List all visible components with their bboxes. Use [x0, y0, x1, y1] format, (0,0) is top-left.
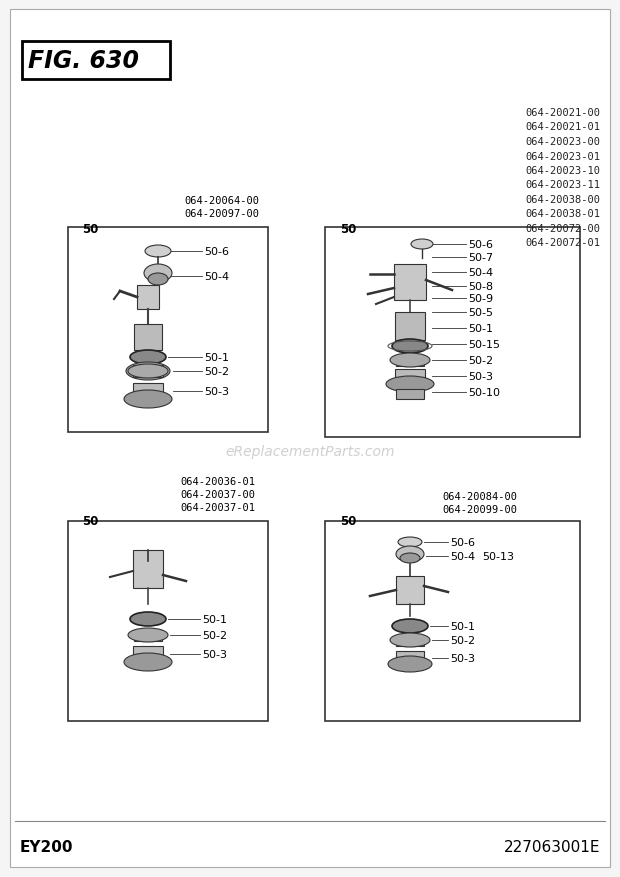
Bar	[325, 522, 580, 721]
Text: 50-1: 50-1	[450, 621, 475, 631]
Ellipse shape	[128, 365, 168, 379]
Ellipse shape	[148, 274, 168, 286]
Bar	[396, 635, 424, 645]
Bar	[325, 228, 580, 438]
Text: 064-20099-00: 064-20099-00	[443, 504, 518, 515]
Bar	[133, 383, 163, 400]
Bar	[137, 286, 159, 310]
Text: 50-8: 50-8	[468, 282, 493, 292]
Text: 064-20097-00: 064-20097-00	[185, 209, 260, 218]
Text: 50-2: 50-2	[450, 635, 475, 645]
Ellipse shape	[128, 628, 168, 642]
Bar	[134, 324, 162, 351]
Text: 064-20021-01: 064-20021-01	[525, 123, 600, 132]
Ellipse shape	[130, 351, 166, 365]
Ellipse shape	[130, 612, 166, 626]
Ellipse shape	[144, 265, 172, 282]
Bar	[395, 369, 425, 383]
Text: 064-20023-01: 064-20023-01	[525, 152, 600, 161]
Ellipse shape	[411, 239, 433, 250]
Text: 50-2: 50-2	[202, 631, 227, 640]
Text: 50: 50	[340, 223, 356, 236]
Text: 50-2: 50-2	[468, 355, 493, 366]
Text: 50-13: 50-13	[482, 552, 514, 561]
Text: 50-7: 50-7	[468, 253, 493, 263]
Text: 064-20021-00: 064-20021-00	[525, 108, 600, 118]
Text: 064-20038-01: 064-20038-01	[525, 210, 600, 219]
Text: 50-15: 50-15	[468, 339, 500, 350]
Text: 064-20072-00: 064-20072-00	[525, 224, 600, 234]
Text: EY200: EY200	[20, 839, 74, 854]
Text: 50: 50	[82, 515, 98, 527]
Bar	[68, 228, 268, 432]
Ellipse shape	[124, 653, 172, 671]
Text: 064-20037-00: 064-20037-00	[180, 489, 255, 499]
Text: 50-1: 50-1	[204, 353, 229, 362]
Ellipse shape	[145, 246, 171, 258]
Text: 50-1: 50-1	[468, 324, 493, 333]
Text: 50-6: 50-6	[204, 246, 229, 257]
Ellipse shape	[386, 376, 434, 393]
Ellipse shape	[392, 339, 428, 353]
Bar	[133, 646, 163, 662]
Ellipse shape	[126, 362, 170, 381]
Text: 064-20023-00: 064-20023-00	[525, 137, 600, 146]
Text: 064-20036-01: 064-20036-01	[180, 476, 255, 487]
Text: 064-20037-01: 064-20037-01	[180, 503, 255, 512]
Ellipse shape	[392, 619, 428, 633]
Text: 50-4: 50-4	[204, 272, 229, 282]
Text: 50-3: 50-3	[468, 372, 493, 381]
Ellipse shape	[390, 633, 430, 647]
Text: 50: 50	[340, 515, 356, 527]
Ellipse shape	[390, 353, 430, 367]
Bar	[22, 42, 170, 80]
Text: 064-20064-00: 064-20064-00	[185, 196, 260, 206]
Bar	[396, 389, 424, 400]
Bar	[394, 265, 426, 301]
Text: 50-6: 50-6	[450, 538, 475, 547]
Bar	[396, 355, 424, 366]
Bar	[133, 366, 163, 378]
Ellipse shape	[388, 656, 432, 673]
Ellipse shape	[124, 390, 172, 409]
Ellipse shape	[400, 553, 420, 563]
Text: 50-3: 50-3	[204, 387, 229, 396]
Text: 50-10: 50-10	[468, 388, 500, 397]
Text: 50: 50	[82, 223, 98, 236]
Text: eReplacementParts.com: eReplacementParts.com	[225, 445, 395, 459]
Text: 50-9: 50-9	[468, 294, 493, 303]
Text: 50-4: 50-4	[468, 267, 493, 278]
Bar	[396, 652, 424, 666]
Bar	[395, 312, 425, 340]
Ellipse shape	[398, 538, 422, 547]
Text: FIG. 630: FIG. 630	[28, 49, 139, 73]
Text: 50-6: 50-6	[468, 239, 493, 250]
Bar	[133, 551, 163, 588]
Text: 064-20072-01: 064-20072-01	[525, 239, 600, 248]
Text: 50-4: 50-4	[450, 552, 475, 561]
Text: 50-1: 50-1	[202, 614, 227, 624]
Text: 50-5: 50-5	[468, 308, 493, 317]
Bar	[134, 630, 162, 641]
Text: 50-3: 50-3	[202, 649, 227, 660]
Ellipse shape	[396, 546, 424, 562]
Bar	[68, 522, 268, 721]
Text: 064-20038-00: 064-20038-00	[525, 195, 600, 204]
Text: 064-20023-11: 064-20023-11	[525, 181, 600, 190]
Text: 064-20084-00: 064-20084-00	[443, 491, 518, 502]
Text: 50-3: 50-3	[450, 653, 475, 663]
Bar	[396, 576, 424, 604]
Text: 064-20023-10: 064-20023-10	[525, 166, 600, 175]
Text: 227063001E: 227063001E	[503, 839, 600, 854]
Text: 50-2: 50-2	[204, 367, 229, 376]
